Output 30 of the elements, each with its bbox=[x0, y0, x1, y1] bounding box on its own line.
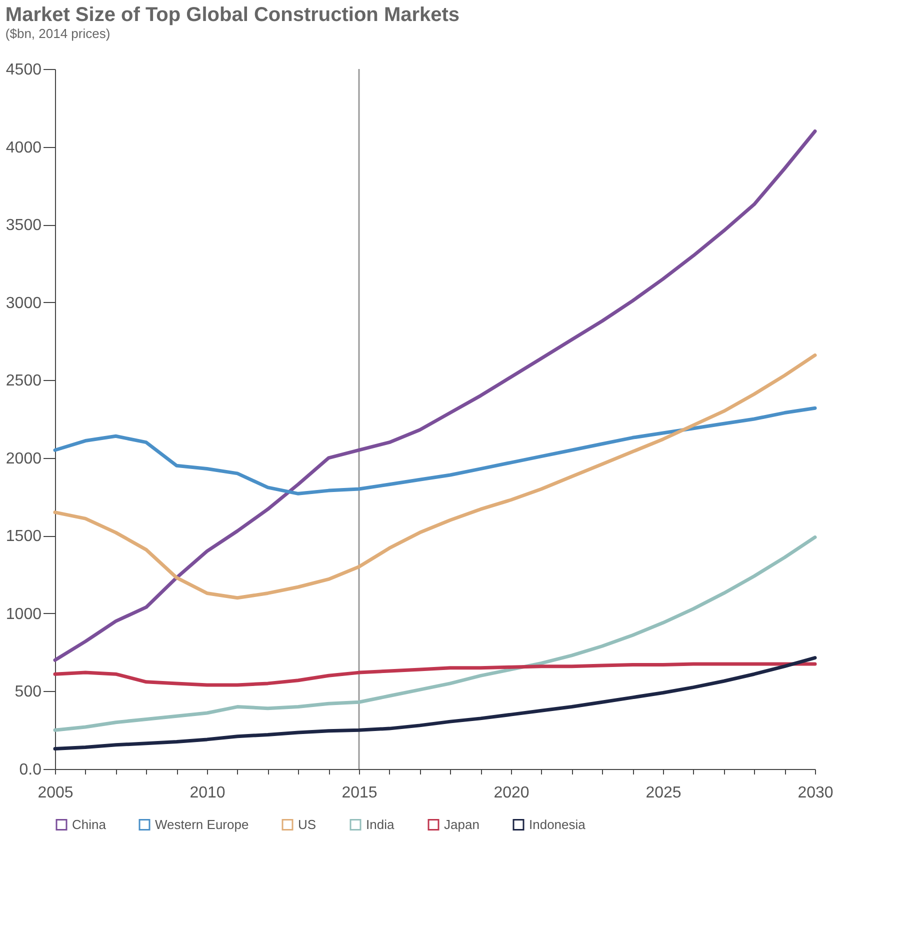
line-series bbox=[53, 535, 817, 732]
x-tick-label: 2020 bbox=[494, 784, 530, 802]
y-tick-label: 3000 bbox=[6, 294, 42, 312]
y-tick-label: 1500 bbox=[6, 528, 42, 546]
legend-label: India bbox=[366, 816, 395, 832]
y-tick-label: 4500 bbox=[6, 62, 42, 78]
chart-title: Market Size of Top Global Construction Markets bbox=[5, 4, 460, 26]
line-series bbox=[53, 662, 817, 687]
x-tick-label: 2025 bbox=[646, 784, 682, 802]
y-tick-label: 2500 bbox=[6, 372, 42, 390]
legend-label: Western Europe bbox=[155, 816, 249, 832]
y-tick-label: 3500 bbox=[6, 217, 42, 234]
line-series bbox=[53, 406, 817, 496]
y-tick-label: 1000 bbox=[6, 606, 42, 623]
line-series bbox=[53, 353, 817, 600]
x-tick-label: 2030 bbox=[798, 784, 834, 802]
y-tick-label: 4000 bbox=[6, 139, 42, 156]
legend-label: Japan bbox=[444, 816, 480, 832]
y-tick-label: 2000 bbox=[6, 450, 42, 468]
line-series bbox=[53, 129, 817, 662]
x-tick-label: 2015 bbox=[342, 784, 378, 802]
legend-label: China bbox=[72, 816, 107, 832]
x-tick-label: 2005 bbox=[38, 784, 74, 802]
legend-label: US bbox=[298, 816, 316, 832]
y-tick-label: 500 bbox=[14, 684, 42, 701]
y-tick-label: 0.0 bbox=[19, 762, 42, 778]
x-tick-label: 2010 bbox=[190, 784, 226, 802]
legend-label: Indonesia bbox=[529, 816, 586, 832]
line-series bbox=[53, 656, 817, 751]
chart-subtitle: ($bn, 2014 prices) bbox=[5, 26, 110, 41]
